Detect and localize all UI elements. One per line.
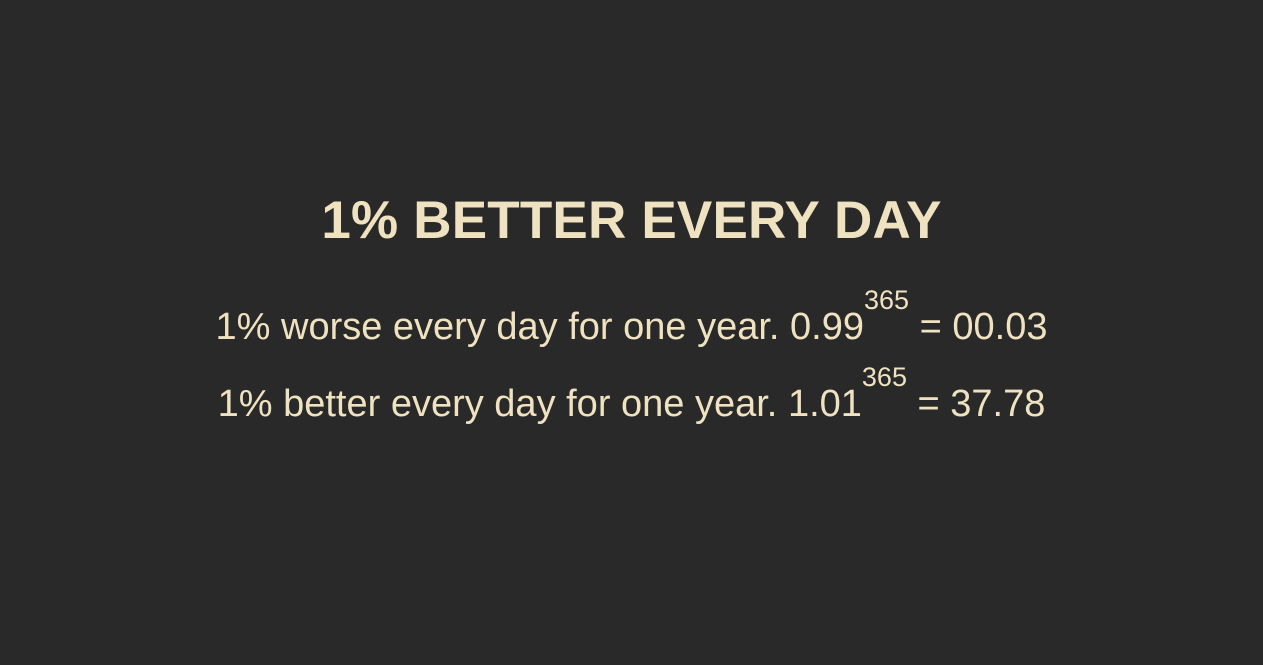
better-formula-line: 1% better every day for one year. 1.0136… [0, 364, 1263, 427]
better-exponent: 365 [861, 362, 907, 393]
better-statement: 1% better every day for one year. [217, 383, 788, 425]
worse-formula-line: 1% worse every day for one year. 0.99365… [0, 287, 1263, 350]
worse-statement: 1% worse every day for one year. [215, 306, 791, 348]
worse-exponent: 365 [864, 285, 910, 316]
better-result: = 37.78 [906, 383, 1046, 425]
better-base: 1.01 [787, 383, 862, 425]
slide-title: 1% BETTER EVERY DAY [321, 191, 942, 250]
worse-result: = 00.03 [909, 306, 1048, 348]
worse-base: 0.99 [790, 306, 864, 348]
